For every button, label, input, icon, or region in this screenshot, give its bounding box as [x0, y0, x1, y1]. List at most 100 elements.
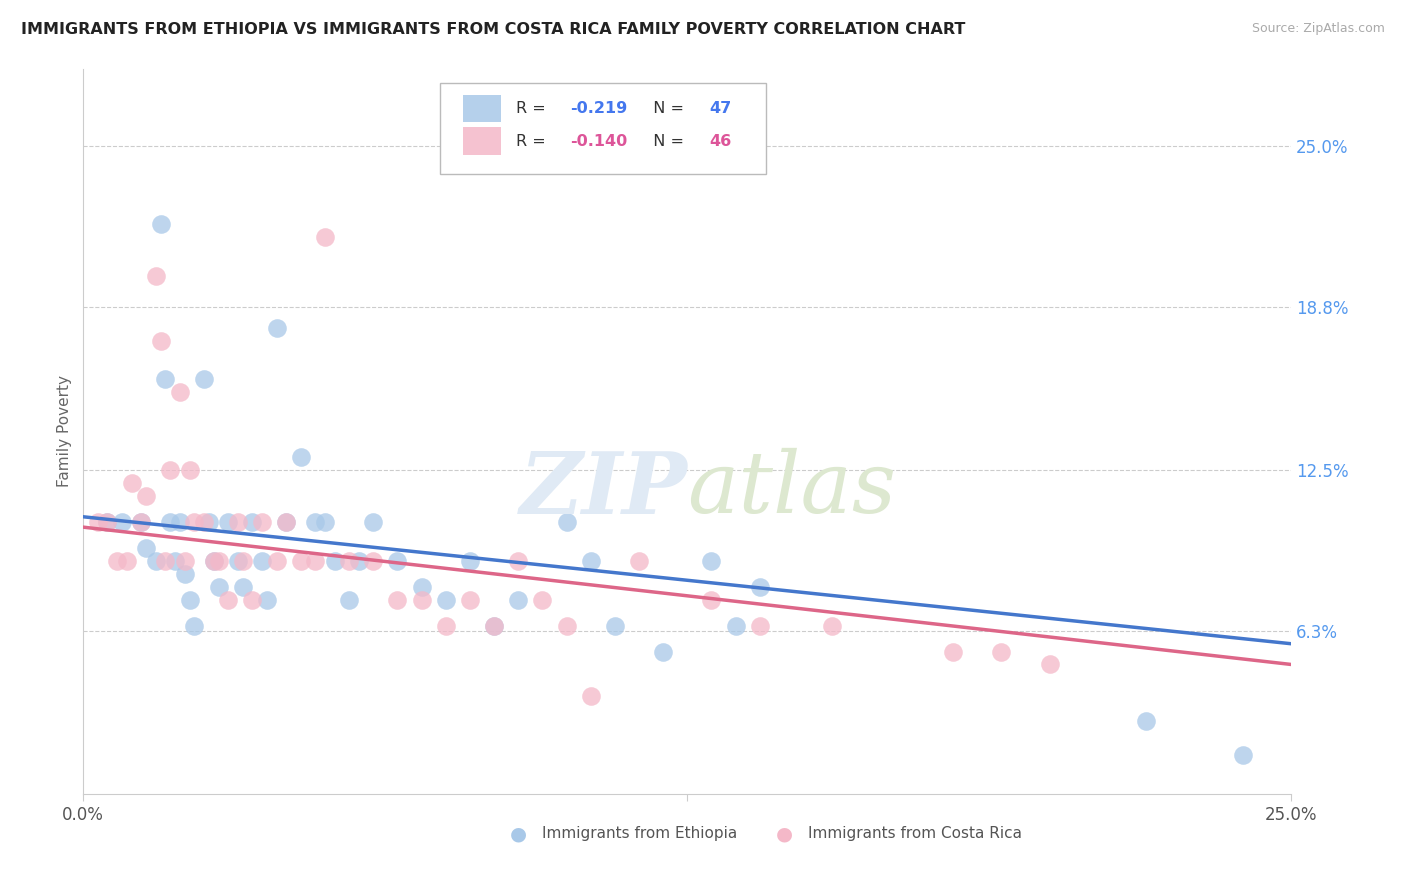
Text: -0.219: -0.219 [569, 101, 627, 116]
Point [115, 554, 138, 568]
Point [173, 554, 195, 568]
Text: Source: ZipAtlas.com: Source: ZipAtlas.com [1251, 22, 1385, 36]
Point [105, 554, 128, 568]
Point [482, 618, 505, 632]
Point [347, 554, 370, 568]
Point [508, 592, 530, 607]
Text: 46: 46 [709, 134, 731, 149]
Point [555, 618, 578, 632]
Point [145, 268, 167, 283]
Point [96, 515, 118, 529]
Text: R =: R = [516, 101, 551, 116]
Point [337, 592, 360, 607]
Text: atlas: atlas [688, 448, 897, 531]
Point [159, 463, 181, 477]
Point [990, 644, 1012, 658]
FancyBboxPatch shape [440, 83, 766, 174]
Point [314, 515, 336, 529]
Point [87, 515, 110, 529]
Point [434, 592, 457, 607]
Point [129, 515, 152, 529]
Point [387, 592, 409, 607]
Point [942, 644, 965, 658]
Text: ●: ● [776, 824, 793, 844]
Point [135, 541, 157, 555]
Point [155, 554, 177, 568]
Text: Immigrants from Costa Rica: Immigrants from Costa Rica [808, 827, 1022, 841]
Point [337, 554, 360, 568]
Point [304, 515, 326, 529]
Text: N =: N = [643, 134, 689, 149]
Point [1232, 748, 1254, 763]
Point [266, 320, 288, 334]
Point [290, 554, 312, 568]
Point [193, 515, 215, 529]
Point [276, 515, 298, 529]
Text: -0.140: -0.140 [569, 134, 627, 149]
Point [531, 592, 554, 607]
Point [387, 554, 409, 568]
Point [411, 580, 433, 594]
Point [434, 618, 457, 632]
Point [700, 554, 723, 568]
Point [627, 554, 650, 568]
Point [183, 618, 205, 632]
Point [217, 515, 239, 529]
Point [149, 334, 172, 348]
Text: 47: 47 [709, 101, 731, 116]
Text: Immigrants from Ethiopia: Immigrants from Ethiopia [543, 827, 738, 841]
Point [482, 618, 505, 632]
Point [121, 476, 143, 491]
Point [748, 580, 770, 594]
Point [193, 372, 215, 386]
Point [821, 618, 844, 632]
Point [202, 554, 225, 568]
Point [323, 554, 346, 568]
Point [169, 515, 191, 529]
Point [198, 515, 221, 529]
Point [173, 566, 195, 581]
Point [242, 592, 264, 607]
Text: N =: N = [643, 101, 689, 116]
Point [361, 515, 384, 529]
Point [290, 450, 312, 465]
Point [129, 515, 152, 529]
Text: ●: ● [510, 824, 527, 844]
Point [179, 463, 201, 477]
Point [135, 489, 157, 503]
Point [508, 554, 530, 568]
Point [250, 515, 273, 529]
Y-axis label: Family Poverty: Family Poverty [58, 376, 72, 487]
Point [202, 554, 225, 568]
Point [361, 554, 384, 568]
Point [169, 385, 191, 400]
Point [555, 515, 578, 529]
Bar [463, 128, 502, 155]
Point [304, 554, 326, 568]
Point [1039, 657, 1062, 672]
Point [217, 592, 239, 607]
Point [314, 230, 336, 244]
Point [159, 515, 181, 529]
Bar [463, 95, 502, 122]
Point [149, 217, 172, 231]
Point [748, 618, 770, 632]
Point [411, 592, 433, 607]
Point [165, 554, 187, 568]
Point [111, 515, 134, 529]
Point [226, 554, 249, 568]
Point [724, 618, 747, 632]
Point [226, 515, 249, 529]
Point [232, 554, 254, 568]
Point [250, 554, 273, 568]
Point [458, 592, 481, 607]
Point [276, 515, 298, 529]
Point [145, 554, 167, 568]
Point [242, 515, 264, 529]
Point [458, 554, 481, 568]
Point [183, 515, 205, 529]
Text: IMMIGRANTS FROM ETHIOPIA VS IMMIGRANTS FROM COSTA RICA FAMILY POVERTY CORRELATIO: IMMIGRANTS FROM ETHIOPIA VS IMMIGRANTS F… [21, 22, 966, 37]
Point [266, 554, 288, 568]
Point [207, 554, 229, 568]
Point [155, 372, 177, 386]
